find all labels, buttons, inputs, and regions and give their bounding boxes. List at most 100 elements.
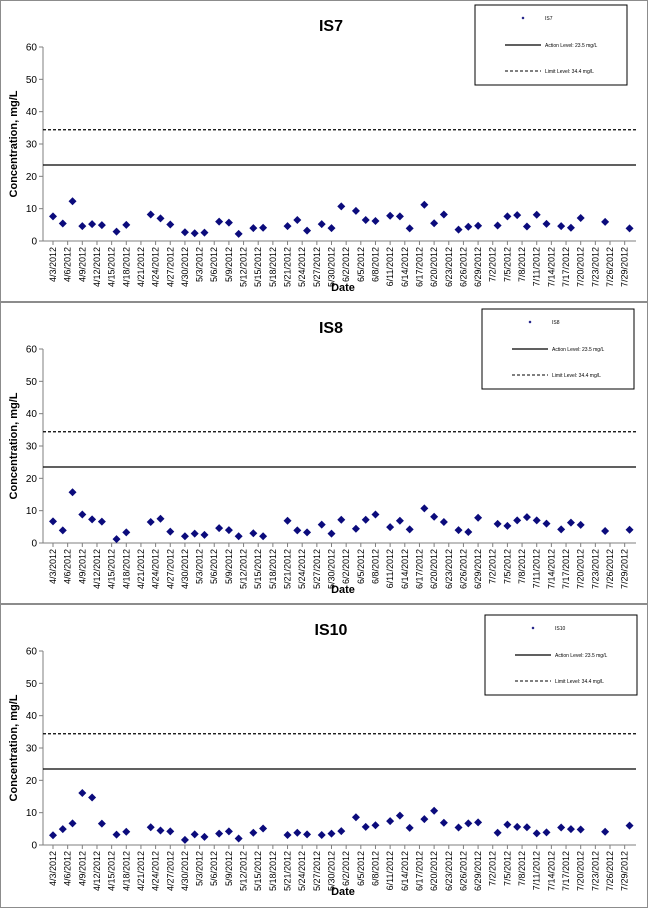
data-point	[439, 210, 448, 219]
data-point	[293, 215, 302, 224]
x-tick-label: 4/3/2012	[48, 247, 58, 282]
x-tick-label: 5/30/2012	[327, 247, 337, 287]
x-tick-label: 4/12/2012	[92, 247, 102, 287]
x-tick-label: 7/2/2012	[488, 247, 498, 282]
x-tick-label: 4/9/2012	[77, 851, 87, 886]
y-tick-label: 50	[26, 679, 38, 690]
x-tick-label: 5/27/2012	[312, 549, 322, 589]
x-tick-label: 5/15/2012	[253, 247, 263, 287]
x-tick-label: 7/11/2012	[532, 851, 542, 890]
x-tick-label: 7/14/2012	[546, 851, 556, 891]
data-point	[513, 211, 522, 220]
data-point	[317, 830, 326, 839]
x-tick-label: 4/27/2012	[165, 851, 175, 891]
data-point	[542, 519, 551, 528]
data-point	[493, 519, 502, 528]
legend-marker	[528, 320, 532, 324]
data-point	[166, 220, 175, 229]
x-tick-label: 4/21/2012	[136, 247, 146, 287]
data-point	[625, 821, 634, 830]
data-point	[88, 793, 97, 802]
data-point	[317, 220, 326, 229]
x-tick-label: 4/3/2012	[48, 549, 58, 584]
x-tick-label: 4/9/2012	[77, 247, 87, 282]
chart-title: IS10	[315, 622, 348, 639]
data-point	[97, 221, 106, 230]
data-point	[112, 227, 121, 236]
x-tick-label: 6/23/2012	[444, 247, 454, 287]
x-tick-label: 6/14/2012	[400, 247, 410, 287]
data-point	[259, 824, 268, 833]
x-tick-label: 4/18/2012	[121, 247, 131, 287]
data-point	[522, 222, 531, 231]
data-point	[249, 224, 258, 233]
y-tick-label: 50	[26, 75, 38, 86]
legend-label: IS8	[552, 320, 560, 326]
y-axis-label: Concentration, mg/L	[8, 392, 20, 499]
data-point	[513, 822, 522, 831]
data-point	[503, 212, 512, 221]
data-point	[146, 210, 155, 219]
x-tick-label: 7/14/2012	[546, 549, 556, 589]
y-tick-label: 10	[26, 506, 38, 517]
data-point	[371, 216, 380, 225]
data-point	[97, 819, 106, 828]
x-tick-label: 6/14/2012	[400, 851, 410, 891]
data-point	[200, 832, 209, 841]
data-point	[249, 828, 258, 837]
legend-label: IS7	[545, 16, 553, 22]
data-point	[576, 520, 585, 529]
legend: IS8 Action Level: 23.5 mg/L Limit Level: 3…	[481, 308, 635, 390]
x-tick-label: 6/29/2012	[473, 247, 483, 287]
data-point	[166, 527, 175, 536]
data-point	[215, 524, 224, 533]
legend: IS7 Action Level: 23.5 mg/L Limit Level: 3…	[474, 4, 628, 86]
y-tick-label: 40	[26, 711, 38, 722]
data-point	[351, 206, 360, 215]
x-tick-label: 5/24/2012	[297, 549, 307, 589]
x-axis-label: Date	[331, 584, 355, 596]
data-point	[156, 514, 165, 523]
data-point	[542, 219, 551, 228]
x-tick-label: 7/20/2012	[576, 247, 586, 287]
x-tick-label: 6/20/2012	[429, 549, 439, 589]
x-tick-label: 5/18/2012	[268, 851, 278, 891]
y-tick-label: 20	[26, 172, 38, 183]
data-point	[283, 516, 292, 525]
x-tick-label: 6/17/2012	[414, 247, 424, 287]
x-tick-label: 4/6/2012	[63, 247, 73, 282]
chart-svg: IS7 0 10 20 30 40 50 60 4/3/2012 4/6/2012 4/9/2012…	[8, 4, 636, 294]
data-point	[224, 526, 233, 535]
data-point	[576, 825, 585, 834]
data-point	[430, 806, 439, 815]
x-tick-label: 4/12/2012	[92, 549, 102, 589]
legend-label: IS10	[555, 626, 566, 632]
chart-panel-is10: IS10 0 10 20 30 40 50 60 4/3/2012 4/6/2012 4/9/201…	[0, 604, 648, 908]
x-tick-label: 6/26/2012	[458, 549, 468, 589]
data-point	[180, 835, 189, 844]
data-point	[122, 528, 131, 537]
y-tick-label: 20	[26, 776, 38, 787]
data-point	[78, 222, 87, 231]
data-point	[303, 830, 312, 839]
y-tick-label: 20	[26, 474, 38, 485]
data-point	[327, 829, 336, 838]
data-point	[68, 819, 77, 828]
data-point	[439, 517, 448, 526]
legend-box	[481, 308, 635, 390]
data-point	[327, 224, 336, 233]
y-tick-label: 60	[26, 345, 38, 356]
x-tick-label: 5/12/2012	[239, 549, 249, 589]
data-point	[430, 512, 439, 521]
data-point	[566, 518, 575, 527]
data-point	[200, 530, 209, 539]
data-point	[430, 219, 439, 228]
x-tick-label: 7/11/2012	[532, 247, 542, 286]
x-tick-label: 5/18/2012	[268, 549, 278, 589]
legend: IS10 Action Level: 23.5 mg/L Limit Level: …	[484, 614, 638, 696]
x-tick-label: 5/3/2012	[195, 851, 205, 886]
x-tick-label: 6/29/2012	[473, 549, 483, 589]
data-point	[293, 828, 302, 837]
data-point	[49, 212, 57, 221]
data-point	[190, 830, 199, 839]
